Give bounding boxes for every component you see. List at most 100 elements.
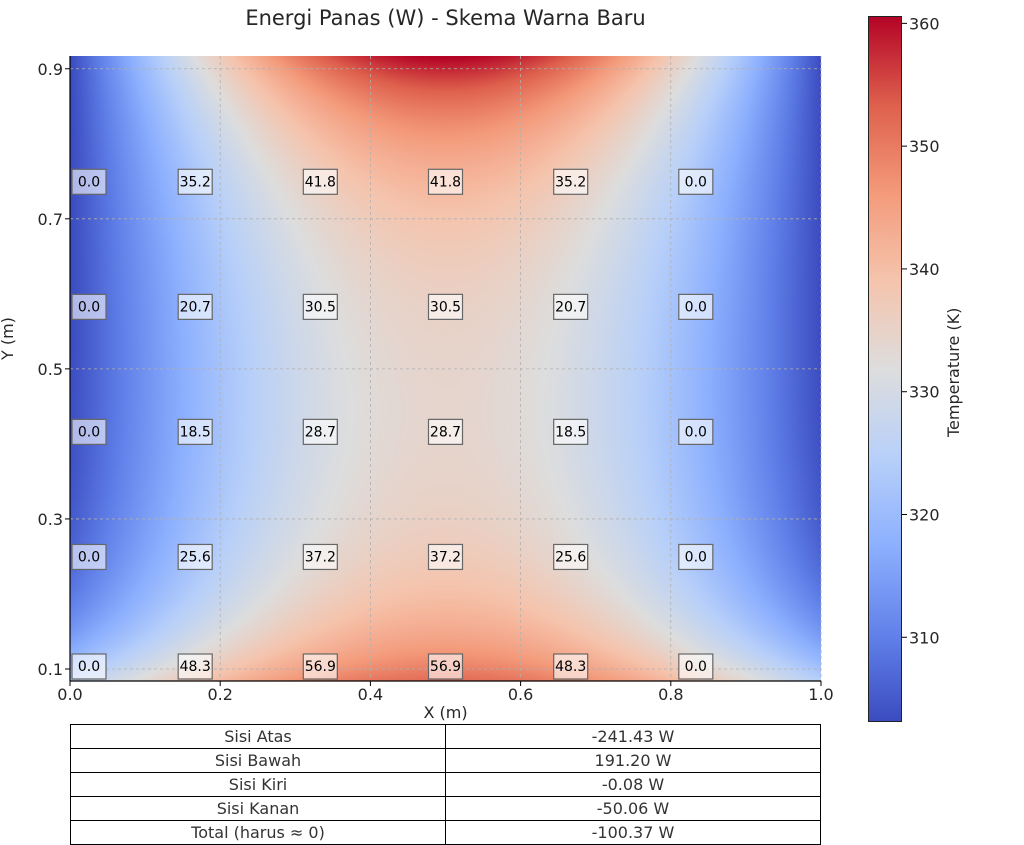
annotation-text: 30.5 [305,299,336,315]
annotation-text: 48.3 [180,659,211,675]
table-label-cell: Sisi Kiri [70,772,446,797]
x-tick-label: 0.8 [658,685,683,704]
value-annotation: 28.7 [427,418,464,445]
table-value-cell: -241.43 W [445,724,821,749]
x-axis-label: X (m) [423,703,468,722]
annotation-text: 48.3 [555,659,586,675]
value-annotation: 35.2 [553,168,589,195]
table-row: Sisi Kanan -50.06 W [70,796,821,821]
annotation-text: 0.0 [685,659,707,675]
annotation-text: 20.7 [555,299,586,315]
annotation-text: 56.9 [430,659,461,675]
annotation-text: 25.6 [180,549,211,565]
table-label-cell: Sisi Kanan [70,796,446,821]
annotation-box [177,418,213,445]
value-annotation: 0.0 [678,168,714,195]
annotation-box [302,293,338,320]
value-annotation: 18.5 [177,418,213,445]
annotation-box [302,543,338,571]
annotation-box [71,653,107,680]
annotation-text: 25.6 [555,549,586,565]
table-row: Total (harus ≈ 0) -100.37 W [70,820,821,845]
value-annotation: 0.0 [71,543,107,571]
value-annotation: 25.6 [553,543,589,571]
value-annotation: 0.0 [71,293,107,320]
annotation-box [302,653,338,680]
heat-balance-table: Sisi Atas -241.43 W Sisi Bawah 191.20 W Sisi… [70,724,821,845]
table-row: Sisi Kiri -0.08 W [70,772,821,797]
value-annotation: 0.0 [71,168,107,195]
annotation-text: 0.0 [78,424,100,440]
annotation-box [302,168,338,195]
value-annotation: 0.0 [678,293,714,320]
annotation-box [678,168,714,195]
table-value-cell: -50.06 W [445,796,821,821]
colorbar-tick-label: 320 [909,505,940,524]
heatmap-plot-area: 0.0 0.2 0.4 0.6 0.8 1.0 0.1 0.3 0.5 0.7 0.9 0.0 35.2… [38,56,834,704]
annotation-box [427,543,464,571]
y-tick-label: 0.3 [38,510,63,529]
annotation-box [71,293,107,320]
annotation-box [678,543,714,571]
y-tick-label: 0.1 [38,660,63,679]
annotation-text: 0.0 [78,549,100,565]
annotation-text: 41.8 [430,174,461,190]
value-annotation: 30.5 [427,293,464,320]
chart-title: Energi Panas (W) - Skema Warna Baru [245,6,646,30]
colorbar [868,16,902,722]
annotation-box [427,653,464,680]
annotation-box [177,293,213,320]
value-annotation: 56.9 [302,653,338,680]
value-annotation: 41.8 [302,168,338,195]
annotation-text: 18.5 [555,424,586,440]
annotation-box [427,418,464,445]
annotation-text: 28.7 [305,424,336,440]
annotation-text: 0.0 [685,549,707,565]
value-annotation: 41.8 [427,168,464,195]
table-row: Sisi Atas -241.43 W [70,724,821,749]
table-value-cell: 191.20 W [445,748,821,773]
annotation-text: 0.0 [685,424,707,440]
value-annotation: 0.0 [678,418,714,445]
value-annotation: 35.2 [177,168,213,195]
table-label-cell: Total (harus ≈ 0) [70,820,446,845]
colorbar-label: Temperature (K) [944,307,963,437]
value-annotation: 48.3 [177,653,213,680]
annotation-box [553,293,589,320]
annotation-box [71,418,107,445]
annotation-box [427,168,464,195]
value-annotation: 0.0 [71,653,107,680]
annotation-box [678,418,714,445]
annotation-text: 35.2 [555,174,586,190]
plot-overlay: 0.0 0.2 0.4 0.6 0.8 1.0 0.1 0.3 0.5 0.7 0.9 0.0 35.2… [38,56,834,704]
table-value-cell: -100.37 W [445,820,821,845]
annotation-box [678,293,714,320]
annotation-text: 37.2 [305,549,336,565]
annotation-box [71,168,107,195]
annotation-text: 56.9 [305,659,336,675]
colorbar-tick-label: 330 [909,383,940,402]
annotation-text: 0.0 [685,299,707,315]
annotation-text: 37.2 [430,549,461,565]
annotation-box [177,653,213,680]
table-value-cell: -0.08 W [445,772,821,797]
x-tick-label: 0.4 [358,685,383,704]
value-annotation: 18.5 [553,418,589,445]
annotation-text: 20.7 [180,299,211,315]
annotation-box [678,653,714,680]
annotation-text: 0.0 [685,174,707,190]
annotation-box [177,543,213,571]
value-annotation: 56.9 [427,653,464,680]
value-annotation: 48.3 [553,653,589,680]
annotation-text: 28.7 [430,424,461,440]
x-tick-label: 0.2 [207,685,232,704]
value-annotation: 28.7 [302,418,338,445]
colorbar-tick-label: 340 [909,260,940,279]
annotation-box [553,168,589,195]
value-annotation: 37.2 [302,543,338,571]
annotation-text: 30.5 [430,299,461,315]
value-annotation: 0.0 [678,653,714,680]
x-tick-label: 0.0 [57,685,82,704]
colorbar-tick-label: 310 [909,628,940,647]
x-tick-label: 1.0 [808,685,833,704]
